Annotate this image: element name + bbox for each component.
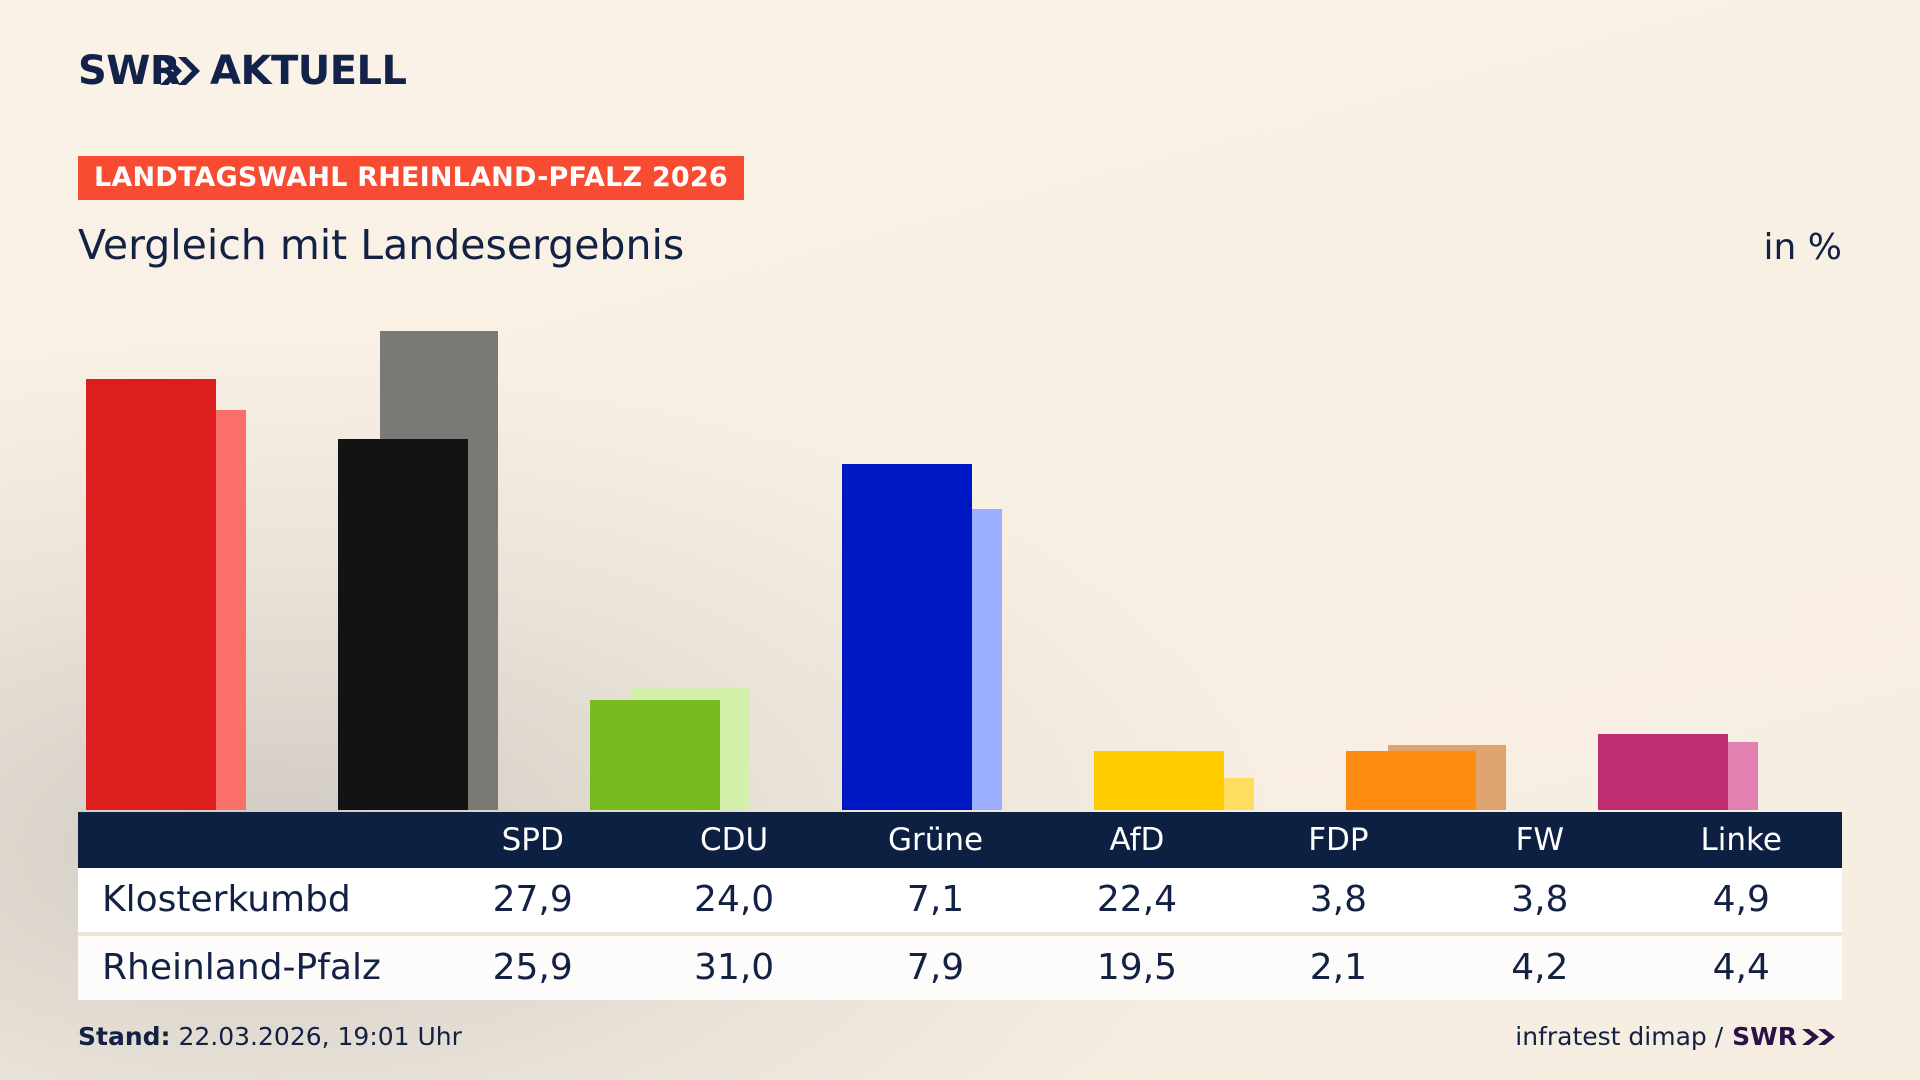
- column-header-spd: SPD: [501, 821, 564, 858]
- bar-main-linke: [1598, 734, 1728, 810]
- bar-group-spd: [78, 300, 330, 810]
- column-header-fw: FW: [1515, 821, 1565, 858]
- svg-text:SWR: SWR: [78, 48, 180, 94]
- swr-brand-text: SWR: [1732, 1022, 1797, 1051]
- value-fw: 4,2: [1511, 947, 1569, 988]
- bar-group-cdu: [330, 300, 582, 810]
- bar-main-cdu: [338, 439, 468, 810]
- value-cdu: 24,0: [694, 879, 775, 920]
- bar-main-fdp: [1094, 751, 1224, 810]
- value-fdp: 2,1: [1309, 947, 1368, 988]
- value-cdu: 31,0: [694, 947, 775, 988]
- value-fdp: 3,8: [1309, 879, 1368, 920]
- value-afd: 22,4: [1096, 879, 1178, 920]
- bar-group-linke: [1590, 300, 1842, 810]
- table-row: Klosterkumbd 27,9 24,0 7,1 22,4 3,8 3,8 4,9: [78, 868, 1842, 932]
- value-spd: 25,9: [492, 947, 573, 988]
- column-header-grüne: Grüne: [887, 821, 984, 858]
- row-label: Klosterkumbd: [102, 879, 351, 920]
- election-banner: LANDTAGSWAHL RHEINLAND-PFALZ 2026: [78, 156, 744, 200]
- timestamp: Stand: 22.03.2026, 19:01 Uhr: [78, 1022, 462, 1051]
- bar-main-fw: [1346, 751, 1476, 810]
- column-header-afd: AfD: [1109, 821, 1165, 858]
- row-divider: [78, 932, 1842, 936]
- swr-brand: SWR: [1732, 1022, 1842, 1051]
- source-text: infratest dimap /: [1515, 1022, 1724, 1051]
- swr-chevrons-icon: SWR AKTUELL: [78, 48, 418, 94]
- value-spd: 27,9: [492, 879, 573, 920]
- source-credit: infratest dimap / SWR: [1515, 1022, 1842, 1051]
- swr-aktuell-logo: SWR AKTUELL: [78, 48, 418, 94]
- value-grüne: 7,1: [906, 879, 965, 920]
- value-linke: 4,9: [1712, 879, 1770, 920]
- swr-chevrons-icon: [1800, 1027, 1842, 1047]
- value-fw: 3,8: [1511, 879, 1569, 920]
- chart-subtitle: Vergleich mit Landesergebnis: [78, 221, 685, 269]
- subtitle-row: Vergleich mit Landesergebnis in %: [78, 225, 1842, 266]
- bar-main-grüne: [590, 700, 720, 810]
- bar-group-afd: [834, 300, 1086, 810]
- unit-label: in %: [1763, 227, 1842, 268]
- results-table: SPD CDU Grüne AfD FDP FW Linke Klosterkumbd 27,…: [78, 812, 1842, 1000]
- svg-text:AKTUELL: AKTUELL: [210, 48, 407, 94]
- value-afd: 19,5: [1096, 947, 1178, 988]
- table-row: Rheinland-Pfalz 25,9 31,0 7,9 19,5 2,1 4,2 4,4: [78, 936, 1842, 1000]
- bar-group-fw: [1338, 300, 1590, 810]
- bar-group-fdp: [1086, 300, 1338, 810]
- bar-main-afd: [842, 464, 972, 810]
- footer: Stand: 22.03.2026, 19:01 Uhr infratest d…: [78, 1022, 1842, 1051]
- column-header-linke: Linke: [1700, 821, 1782, 858]
- column-header-fdp: FDP: [1308, 821, 1369, 858]
- bar-group-grüne: [582, 300, 834, 810]
- timestamp-label: Stand:: [78, 1022, 171, 1051]
- row-label: Rheinland-Pfalz: [102, 947, 381, 988]
- value-grüne: 7,9: [906, 947, 965, 988]
- bar-main-spd: [86, 379, 216, 810]
- table-header-row: SPD CDU Grüne AfD FDP FW Linke: [78, 812, 1842, 868]
- value-linke: 4,4: [1712, 947, 1770, 988]
- bar-chart: [78, 300, 1842, 810]
- column-header-cdu: CDU: [700, 821, 769, 858]
- timestamp-value: 22.03.2026, 19:01 Uhr: [178, 1022, 462, 1051]
